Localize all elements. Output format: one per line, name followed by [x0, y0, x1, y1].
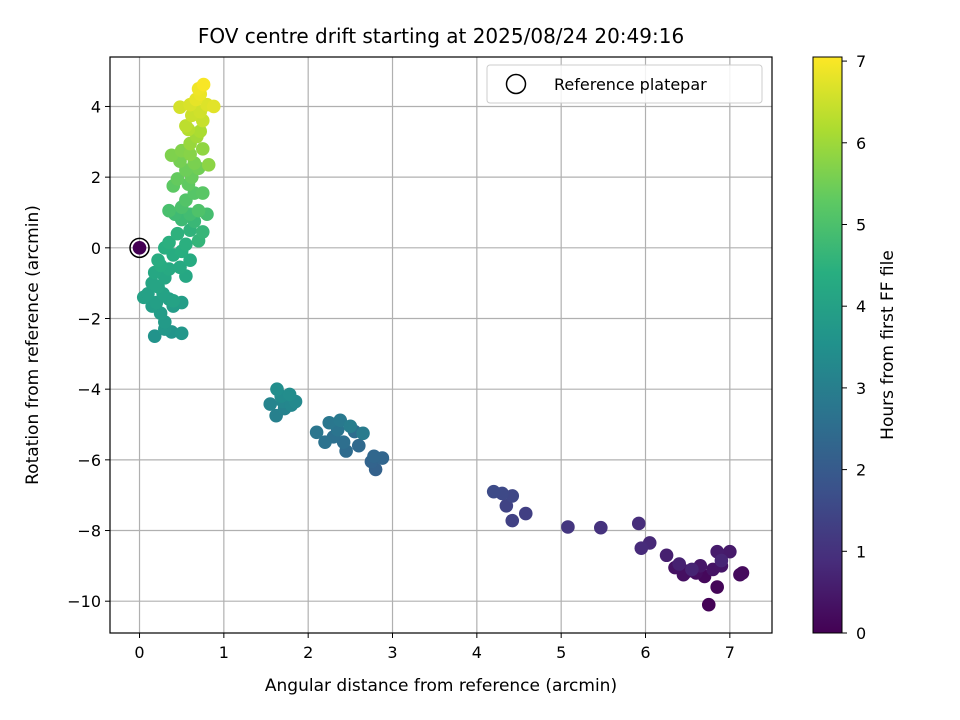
data-point [196, 77, 211, 92]
y-tick-label: −6 [77, 451, 101, 470]
data-point [594, 520, 608, 535]
data-point [147, 329, 162, 343]
colorbar-tick-label: 6 [856, 134, 866, 153]
grid-lines [110, 57, 772, 633]
y-tick-label: 2 [91, 168, 101, 187]
chart-title: FOV centre drift starting at 2025/08/24 … [198, 24, 684, 48]
colorbar-tick-label: 7 [856, 52, 866, 71]
data-point [164, 148, 179, 163]
data-point [191, 203, 206, 218]
x-tick-label: 1 [219, 643, 229, 662]
data-point [132, 241, 147, 255]
data-point [170, 226, 185, 241]
data-point [561, 520, 575, 534]
data-point [309, 425, 324, 440]
legend-label: Reference platepar [554, 75, 707, 94]
y-tick-label: 4 [91, 97, 101, 116]
data-point [499, 498, 514, 513]
x-tick-label: 5 [556, 643, 566, 662]
data-point [201, 157, 216, 172]
data-point [270, 382, 284, 396]
y-tick-label: −10 [67, 592, 101, 611]
data-point [318, 435, 332, 449]
y-tick-label: −4 [77, 380, 101, 399]
x-tick-label: 6 [640, 643, 650, 662]
data-point [634, 541, 649, 555]
colorbar-label: Hours from first FF file [878, 250, 898, 440]
y-axis-label: Rotation from reference (arcmin) [23, 205, 43, 485]
colorbar-gradient [812, 56, 843, 634]
colorbar-tick-label: 5 [856, 215, 866, 234]
y-tick-label: −2 [77, 309, 101, 328]
data-point [367, 449, 381, 464]
reference-platepar-marker [129, 237, 150, 259]
data-point [659, 548, 674, 563]
data-point [183, 147, 197, 161]
data-point [162, 203, 176, 218]
data-point [701, 597, 716, 612]
data-point [631, 516, 646, 531]
data-point [263, 397, 278, 411]
colorbar-tick-label: 2 [856, 461, 866, 480]
y-tick-label: −8 [77, 522, 101, 541]
legend: Reference platepar [486, 64, 763, 104]
plot-frame [109, 56, 773, 634]
data-point [195, 225, 210, 239]
data-point [173, 260, 187, 275]
y-axis-ticks: 4 2 0 −2 −4 −6 −8 −10 [67, 97, 110, 611]
data-point [179, 119, 193, 133]
data-point [174, 326, 189, 341]
data-point [282, 387, 297, 402]
x-tick-label: 7 [725, 643, 735, 662]
data-point [685, 562, 699, 577]
data-point [141, 286, 155, 301]
data-point [672, 557, 687, 571]
x-tick-label: 4 [472, 643, 482, 662]
data-point [151, 253, 165, 267]
x-axis-ticks: 0 1 2 3 4 5 6 7 [134, 633, 735, 662]
data-point [162, 235, 176, 250]
data-point [193, 124, 208, 139]
data-point [714, 553, 729, 568]
colorbar-ticks: 0 1 2 3 4 5 6 7 [842, 52, 866, 643]
data-point [166, 294, 181, 308]
x-tick-label: 0 [134, 643, 144, 662]
data-point [343, 419, 358, 434]
data-point [710, 580, 724, 594]
data-point [145, 276, 159, 290]
data-point [505, 513, 520, 528]
x-tick-label: 2 [303, 643, 313, 662]
data-point [723, 544, 737, 559]
data-point [179, 237, 193, 252]
data-point [336, 435, 351, 449]
legend-box [486, 64, 763, 104]
x-tick-label: 3 [387, 643, 397, 662]
y-tick-label: 0 [91, 239, 101, 258]
colorbar-tick-label: 3 [856, 379, 866, 398]
reference-marker [129, 237, 150, 259]
scatter-points [132, 77, 750, 612]
data-point [170, 172, 185, 186]
data-point [183, 253, 197, 267]
data-point [206, 99, 221, 114]
data-point [333, 413, 348, 428]
data-point [486, 484, 501, 499]
colorbar-tick-label: 0 [856, 624, 866, 643]
colorbar: 0 1 2 3 4 5 6 7 Hours from first FF file [812, 52, 898, 643]
data-point [518, 506, 533, 521]
legend-marker-icon [505, 73, 527, 95]
data-point [356, 426, 370, 441]
x-axis-label: Angular distance from reference (arcmin) [265, 676, 617, 696]
data-point [351, 438, 366, 453]
data-point [733, 567, 747, 582]
data-point [322, 415, 337, 430]
data-point [195, 142, 210, 156]
colorbar-tick-label: 1 [856, 542, 866, 561]
colorbar-tick-label: 4 [856, 297, 866, 316]
data-point [195, 186, 210, 200]
